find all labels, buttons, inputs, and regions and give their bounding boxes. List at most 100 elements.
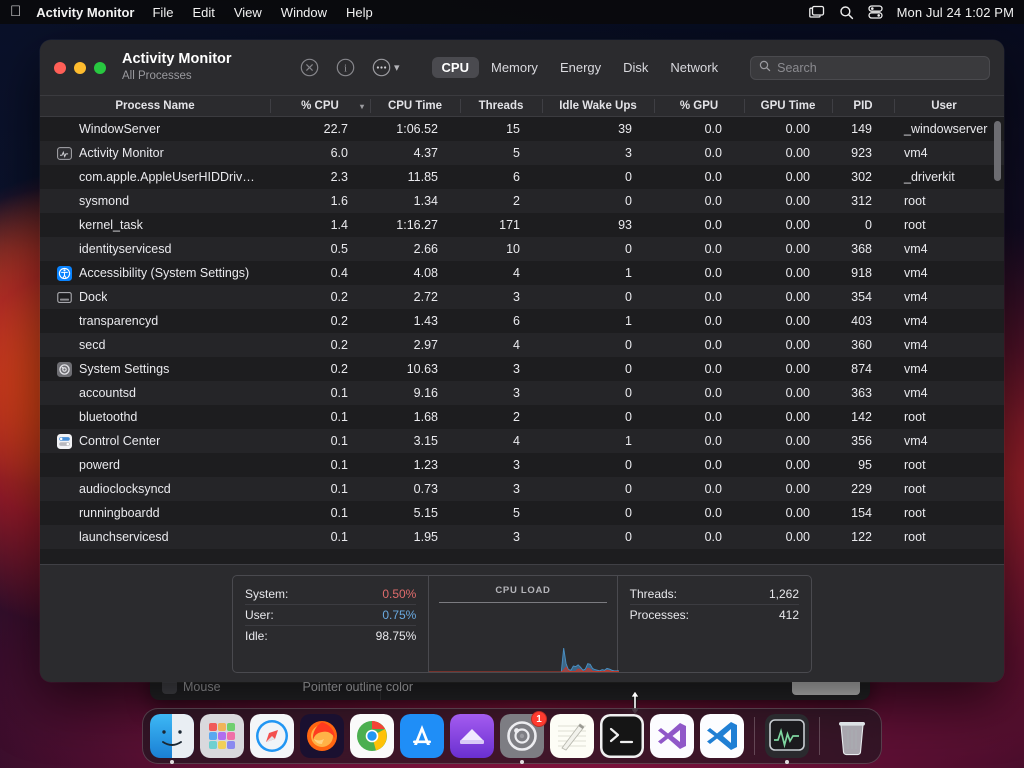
apple-menu-icon[interactable]: 	[10, 4, 21, 21]
tab-cpu[interactable]: CPU	[431, 57, 479, 78]
table-row[interactable]: kernel_task 1.4 1:16.27 171 93 0.0 0.00 0 root	[40, 213, 1004, 237]
pointer-outline-color-swatch[interactable]	[792, 678, 860, 695]
table-row[interactable]: Accessibility (System Settings) 0.4 4.08 4 1…	[40, 261, 1004, 285]
menu-item-window[interactable]: Window	[269, 4, 327, 20]
dock-item-activity-monitor[interactable]	[765, 714, 809, 764]
table-row[interactable]: runningboardd 0.1 5.15 5 0 0.0 0.00 154 root	[40, 501, 1004, 525]
dock-item-vscode[interactable]	[700, 714, 744, 758]
screen-mirroring-icon[interactable]	[808, 5, 825, 19]
firefox-icon	[300, 714, 344, 758]
table-row[interactable]: System Settings 0.2 10.63 3 0 0.0 0.00 874 vm4	[40, 357, 1004, 381]
vscode-icon	[700, 714, 744, 758]
stat-user-label: User:	[245, 607, 274, 622]
cell-threads: 5	[513, 506, 520, 520]
system-counts: Threads: 1,262 Processes: 412	[618, 576, 811, 672]
menu-item-file[interactable]: File	[141, 4, 173, 20]
column-header-cpu[interactable]: % CPU ▾	[270, 96, 370, 116]
dock-item-system-settings[interactable]: 1	[500, 711, 547, 764]
table-row[interactable]: transparencyd 0.2 1.43 6 1 0.0 0.00 403 vm4	[40, 309, 1004, 333]
cell-gpu: 0.0	[704, 482, 722, 496]
cell-gpu-time: 0.00	[785, 458, 810, 472]
process-name-label: System Settings	[79, 362, 170, 376]
dock-item-firefox[interactable]	[300, 714, 344, 758]
table-row[interactable]: Control Center 0.1 3.15 4 1 0.0 0.00 356 vm4	[40, 429, 1004, 453]
cell-idle-wake-ups: 0	[625, 194, 632, 208]
column-header-label: CPU Time	[387, 100, 443, 112]
table-row[interactable]: Activity Monitor 6.0 4.37 5 3 0.0 0.00 923 vm4	[40, 141, 1004, 165]
cell-gpu: 0.0	[704, 122, 722, 136]
search-field[interactable]: Search	[750, 55, 990, 80]
spotlight-search-icon[interactable]	[839, 5, 854, 20]
maximize-button[interactable]	[94, 61, 106, 74]
table-row[interactable]: bluetoothd 0.1 1.68 2 0 0.0 0.00 142 root	[40, 405, 1004, 429]
column-header-gpu[interactable]: % GPU	[654, 96, 744, 116]
column-header-threads[interactable]: Threads	[460, 96, 542, 116]
table-row[interactable]: sysmond 1.6 1.34 2 0 0.0 0.00 312 root	[40, 189, 1004, 213]
cell-cpu-time: 1:16.27	[396, 218, 438, 232]
process-icon-placeholder	[56, 457, 72, 473]
tab-memory[interactable]: Memory	[490, 60, 538, 75]
control-center-icon[interactable]	[867, 5, 883, 19]
dock-item-terminal[interactable]	[600, 714, 644, 758]
cell-gpu: 0.0	[704, 146, 722, 160]
table-row[interactable]: Dock 0.2 2.72 3 0 0.0 0.00 354 vm4	[40, 285, 1004, 309]
close-button[interactable]	[54, 61, 66, 74]
tab-energy[interactable]: Energy	[559, 60, 602, 75]
menu-bar-clock[interactable]: Mon Jul 24 1:02 PM	[896, 4, 1014, 20]
cell-gpu: 0.0	[704, 338, 722, 352]
tab-disk[interactable]: Disk	[623, 60, 649, 75]
chevron-down-icon[interactable]: ▾	[394, 62, 400, 74]
cell-idle-wake-ups: 0	[625, 506, 632, 520]
cell-process-name: Accessibility (System Settings)	[40, 261, 270, 285]
dock-item-trash[interactable]	[830, 714, 874, 758]
view-options-button[interactable]: ▾	[372, 58, 400, 77]
tab-network[interactable]: Network	[670, 60, 719, 75]
column-header-label: Threads	[478, 100, 524, 112]
table-row[interactable]: WindowServer 22.7 1:06.52 15 39 0.0 0.00 149 _wi…	[40, 117, 1004, 141]
cell-pid: 356	[851, 434, 872, 448]
dock-item-notes[interactable]	[550, 714, 594, 758]
cell-cpu-time: 1:06.52	[396, 122, 438, 136]
dock-item-launchpad[interactable]	[200, 714, 244, 758]
column-header-idle-wake-ups[interactable]: Idle Wake Ups	[542, 96, 654, 116]
cell-pid: 0	[865, 218, 872, 232]
dock-item-mail[interactable]	[450, 714, 494, 758]
process-icon-placeholder	[56, 217, 72, 233]
cell-cpu-time: 1.95	[413, 530, 438, 544]
table-row[interactable]: audioclocksyncd 0.1 0.73 3 0 0.0 0.00 229 root	[40, 477, 1004, 501]
dock-item-vs-old[interactable]	[650, 714, 694, 758]
cell-pid: 354	[851, 290, 872, 304]
dock-item-finder[interactable]	[150, 714, 194, 764]
minimize-button[interactable]	[74, 61, 86, 74]
process-table-wrapper: WindowServer 22.7 1:06.52 15 39 0.0 0.00 149 _wi…	[40, 117, 1004, 564]
column-header-cpu-time[interactable]: CPU Time	[370, 96, 460, 116]
vertical-scrollbar[interactable]	[994, 121, 1001, 181]
table-row[interactable]: secd 0.2 2.97 4 0 0.0 0.00 360 vm4	[40, 333, 1004, 357]
quit-process-button[interactable]	[300, 58, 319, 77]
column-header-process-name[interactable]: Process Name	[40, 96, 270, 116]
table-row[interactable]: accountsd 0.1 9.16 3 0 0.0 0.00 363 vm4	[40, 381, 1004, 405]
column-header-gpu-time[interactable]: GPU Time	[744, 96, 832, 116]
menu-item-edit[interactable]: Edit	[181, 4, 214, 20]
process-icon-placeholder	[56, 529, 72, 545]
menu-app-name[interactable]: Activity Monitor	[25, 4, 134, 20]
bg-settings-sidebar-item-mouse[interactable]: Mouse	[162, 679, 221, 694]
table-row[interactable]: launchservicesd 0.1 1.95 3 0 0.0 0.00 122 root	[40, 525, 1004, 549]
dock-item-app-store[interactable]	[400, 714, 444, 758]
cell-user: root	[904, 218, 926, 232]
cell-threads: 3	[513, 458, 520, 472]
inspect-process-button[interactable]: i	[336, 58, 355, 77]
column-header-pid[interactable]: PID	[832, 96, 894, 116]
menu-item-view[interactable]: View	[222, 4, 262, 20]
table-row[interactable]: identityservicesd 0.5 2.66 10 0 0.0 0.00 368 vm4	[40, 237, 1004, 261]
cpu-load-series-user	[429, 647, 620, 672]
dock-item-chrome[interactable]	[350, 714, 394, 758]
menu-item-help[interactable]: Help	[334, 4, 373, 20]
dock-item-safari[interactable]	[250, 714, 294, 758]
table-row[interactable]: powerd 0.1 1.23 3 0 0.0 0.00 95 root	[40, 453, 1004, 477]
column-header-user[interactable]: User	[894, 96, 994, 116]
cell-pid: 95	[858, 458, 872, 472]
cell-pid: 312	[851, 194, 872, 208]
table-row[interactable]: com.apple.AppleUserHIDDriv… 2.3 11.85 6 0 0.0…	[40, 165, 1004, 189]
